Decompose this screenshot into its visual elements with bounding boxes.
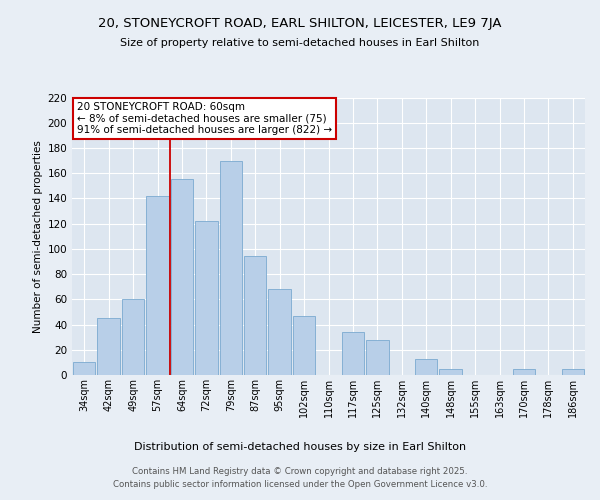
Bar — [366, 340, 389, 375]
Bar — [244, 256, 266, 375]
Text: Contains HM Land Registry data © Crown copyright and database right 2025.: Contains HM Land Registry data © Crown c… — [132, 468, 468, 476]
Bar — [220, 160, 242, 375]
Bar — [97, 318, 120, 375]
Text: Size of property relative to semi-detached houses in Earl Shilton: Size of property relative to semi-detach… — [121, 38, 479, 48]
Bar — [122, 300, 145, 375]
Text: 20 STONEYCROFT ROAD: 60sqm
← 8% of semi-detached houses are smaller (75)
91% of : 20 STONEYCROFT ROAD: 60sqm ← 8% of semi-… — [77, 102, 332, 135]
Bar — [268, 289, 291, 375]
Text: 20, STONEYCROFT ROAD, EARL SHILTON, LEICESTER, LE9 7JA: 20, STONEYCROFT ROAD, EARL SHILTON, LEIC… — [98, 18, 502, 30]
Bar — [341, 332, 364, 375]
Bar — [415, 358, 437, 375]
Bar — [439, 368, 462, 375]
Bar — [293, 316, 316, 375]
Bar — [73, 362, 95, 375]
Bar — [195, 221, 218, 375]
Bar — [146, 196, 169, 375]
Bar — [170, 180, 193, 375]
Y-axis label: Number of semi-detached properties: Number of semi-detached properties — [33, 140, 43, 332]
Bar — [562, 368, 584, 375]
Bar — [512, 368, 535, 375]
Text: Distribution of semi-detached houses by size in Earl Shilton: Distribution of semi-detached houses by … — [134, 442, 466, 452]
Text: Contains public sector information licensed under the Open Government Licence v3: Contains public sector information licen… — [113, 480, 487, 489]
